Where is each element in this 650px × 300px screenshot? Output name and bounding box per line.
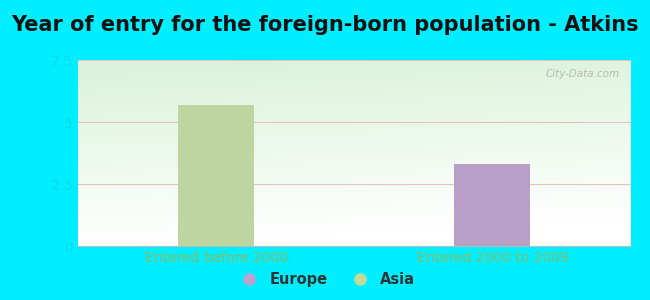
Text: City-Data.com: City-Data.com (545, 69, 619, 79)
Legend: Europe, Asia: Europe, Asia (229, 266, 421, 293)
Bar (178, 105, 254, 246)
Text: Year of entry for the foreign-born population - Atkins: Year of entry for the foreign-born popul… (11, 15, 639, 35)
Bar (454, 164, 530, 246)
